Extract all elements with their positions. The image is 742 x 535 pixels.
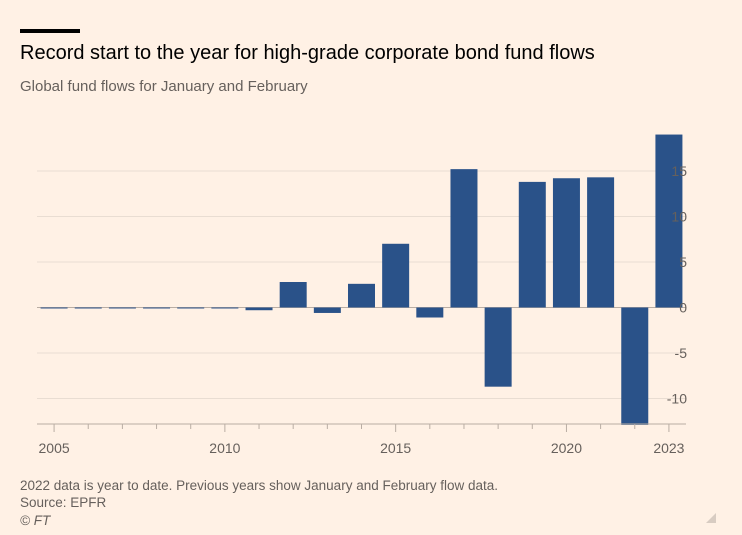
chart-title: Record start to the year for high-grade …: [20, 42, 595, 64]
bar-2016: [416, 307, 444, 318]
bar-2017: [450, 169, 478, 308]
chart-subtitle: Global fund flows for January and Februa…: [20, 78, 308, 95]
bar-2022: [621, 307, 649, 425]
y-tick-label: -5: [675, 345, 688, 361]
bar-2009: [177, 307, 205, 309]
copyright: © FT: [20, 513, 51, 528]
y-tick-label: 15: [671, 163, 687, 179]
x-axis: 2005 2010 2015 2020 2023: [37, 423, 686, 456]
bar-2008: [143, 307, 171, 309]
y-tick-label: -10: [667, 391, 687, 407]
title-rule: [20, 29, 80, 33]
bar-chart: 15 10 5 0 -5 -10 2005 2010 2015 2020 2023: [37, 134, 687, 456]
bar-2006: [74, 307, 102, 309]
x-tick-label: 2015: [380, 440, 411, 456]
y-tick-label: 0: [679, 299, 687, 315]
y-tick-label: 10: [671, 208, 687, 224]
x-tick-label: 2020: [551, 440, 582, 456]
bar-2005: [40, 307, 68, 309]
bar-2007: [108, 307, 136, 309]
bar-2021: [587, 177, 615, 308]
bar-2013: [313, 307, 341, 313]
bar-2015: [382, 243, 410, 308]
x-tick-label: 2023: [653, 440, 684, 456]
source-note: Source: EPFR: [20, 495, 107, 510]
footnote: 2022 data is year to date. Previous year…: [20, 478, 499, 493]
bar-2010: [211, 307, 239, 309]
x-tick-label: 2005: [39, 440, 70, 456]
bar-2019: [518, 181, 546, 308]
bars: [40, 134, 683, 425]
bar-2014: [348, 283, 375, 308]
y-tick-label: 5: [679, 254, 687, 270]
bar-2020: [552, 178, 580, 308]
resize-handle-icon: [706, 513, 716, 523]
bar-2011: [245, 307, 273, 311]
bar-2018: [484, 307, 512, 387]
bar-2023: [655, 134, 683, 308]
x-tick-label: 2010: [209, 440, 240, 456]
y-axis: 15 10 5 0 -5 -10: [667, 163, 687, 407]
bar-2012: [279, 282, 307, 308]
